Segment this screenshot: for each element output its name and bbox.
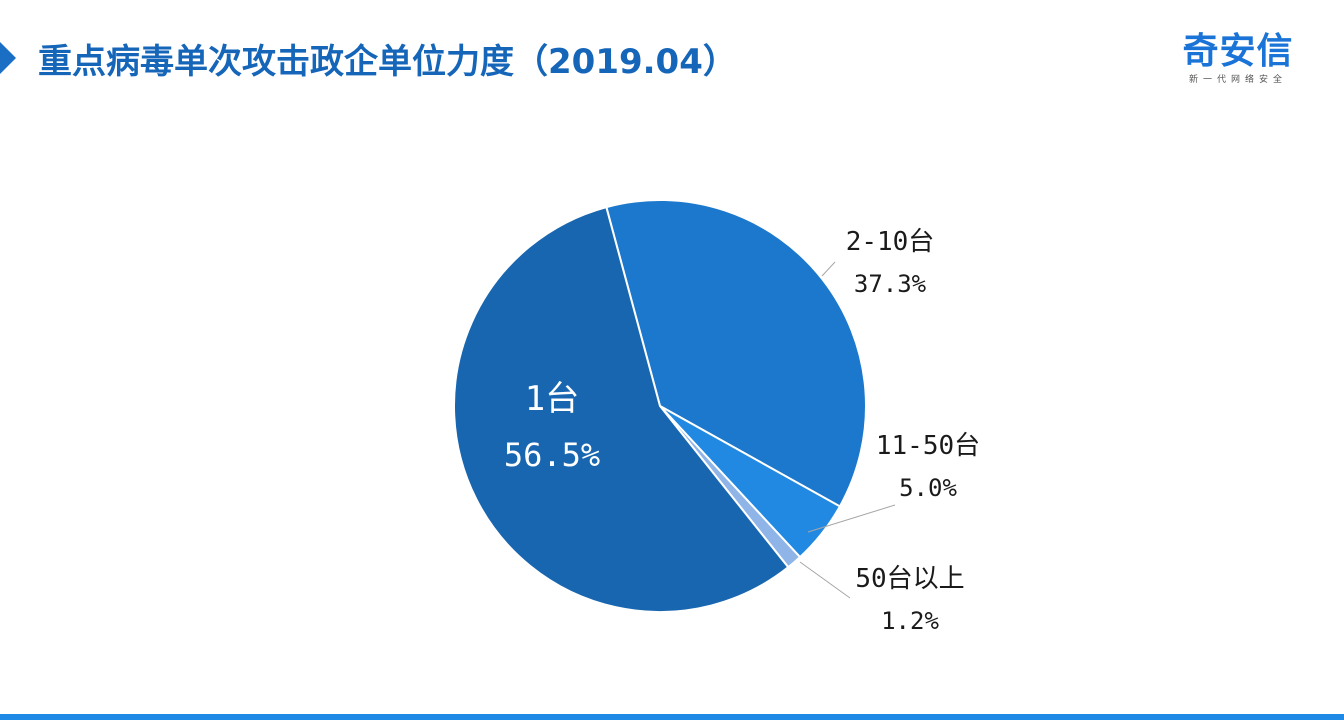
slice-value-3: 1.2% [881,607,939,635]
slice-value-1: 37.3% [854,270,927,298]
leader-line-1 [821,261,836,277]
bottom-accent-bar [0,714,1344,720]
brand-logo: 奇安信 新一代网络安全 [1176,32,1300,86]
logo-name: 奇安信 [1182,31,1294,72]
slice-label-3: 50台以上 [855,564,964,594]
slice-label-1: 2-10台 [846,227,935,257]
page-title: 重点病毒单次攻击政企单位力度（2019.04） [38,42,737,82]
slice-value-2: 5.0% [899,474,957,502]
slice-value-4: 56.5% [504,436,600,474]
logo-tagline: 新一代网络安全 [1188,75,1287,85]
slice-label-4: 1台 [525,379,579,419]
leader-line-3 [799,561,851,599]
pie-slice-4 [453,205,790,613]
slice-label-2: 11-50台 [876,431,980,461]
title-marker [0,42,16,74]
pie-slice-1 [605,199,867,508]
leader-line-2 [807,504,896,533]
